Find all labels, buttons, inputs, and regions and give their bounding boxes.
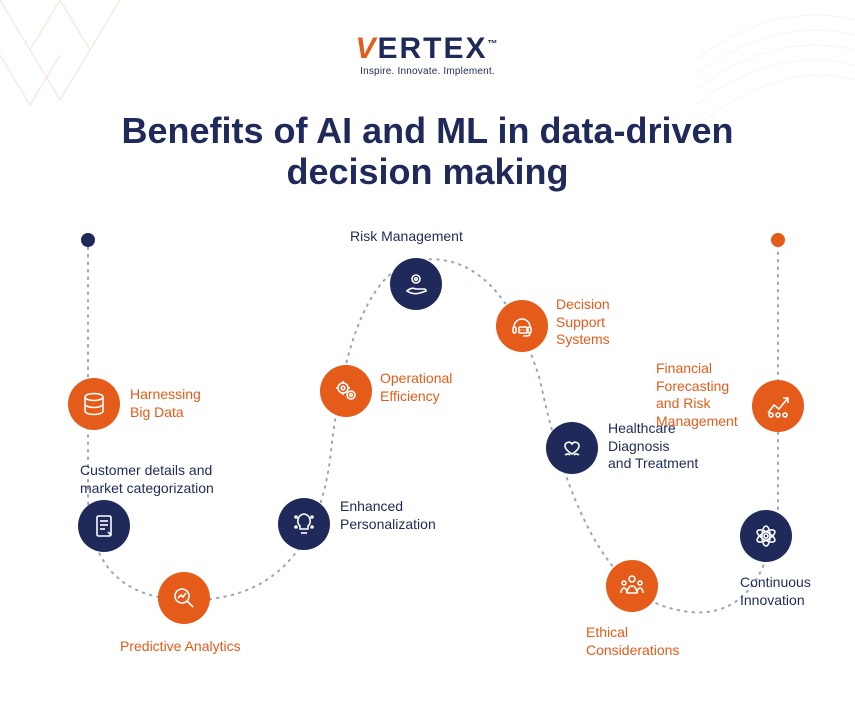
database-icon [81, 391, 107, 417]
label-ethical-considerations: Ethical Considerations [586, 624, 736, 659]
trend-up-icon [765, 393, 791, 419]
label-harnessing-big-data: Harnessing Big Data [130, 386, 250, 421]
node-operational-efficiency [320, 365, 372, 417]
node-continuous-innovation [740, 510, 792, 562]
magnify-chart-icon [171, 585, 197, 611]
logo: VERTEX™ Inspire. Innovate. Implement. [355, 32, 499, 77]
node-ethical-considerations [606, 560, 658, 612]
decor-top-left [0, 0, 120, 110]
node-predictive-analytics [158, 572, 210, 624]
node-customer-details [78, 500, 130, 552]
label-enhanced-personalization: Enhanced Personalization [340, 498, 490, 533]
node-risk-management [390, 258, 442, 310]
heart-hands-icon [559, 435, 585, 461]
decor-top-right [695, 0, 855, 120]
logo-tagline: Inspire. Innovate. Implement. [355, 66, 499, 77]
label-continuous-innovation: Continuous Innovation [740, 574, 855, 609]
people-icon [619, 573, 645, 599]
label-financial-forecasting: Financial Forecasting and Risk Managemen… [656, 360, 766, 430]
path-start-dot [81, 233, 95, 247]
logo-v: V [355, 32, 377, 65]
label-decision-support: Decision Support Systems [556, 296, 666, 349]
label-risk-management: Risk Management [350, 228, 510, 246]
logo-rest: ERTEX [377, 32, 487, 65]
label-customer-details: Customer details and market categorizati… [80, 462, 280, 497]
gears-icon [333, 378, 359, 404]
hand-gear-icon [403, 271, 429, 297]
node-decision-support [496, 300, 548, 352]
path-end-dot [771, 233, 785, 247]
lightbulb-icon [291, 511, 317, 537]
label-operational-efficiency: Operational Efficiency [380, 370, 510, 405]
node-healthcare [546, 422, 598, 474]
label-predictive-analytics: Predictive Analytics [120, 638, 300, 656]
node-harnessing-big-data [68, 378, 120, 430]
node-enhanced-personalization [278, 498, 330, 550]
infographic-canvas: Harnessing Big Data Customer details and … [0, 210, 855, 710]
document-icon [91, 513, 117, 539]
page-title: Benefits of AI and ML in data-driven dec… [68, 110, 788, 193]
headset-icon [509, 313, 535, 339]
logo-text: VERTEX™ [355, 32, 499, 66]
atom-icon [753, 523, 779, 549]
